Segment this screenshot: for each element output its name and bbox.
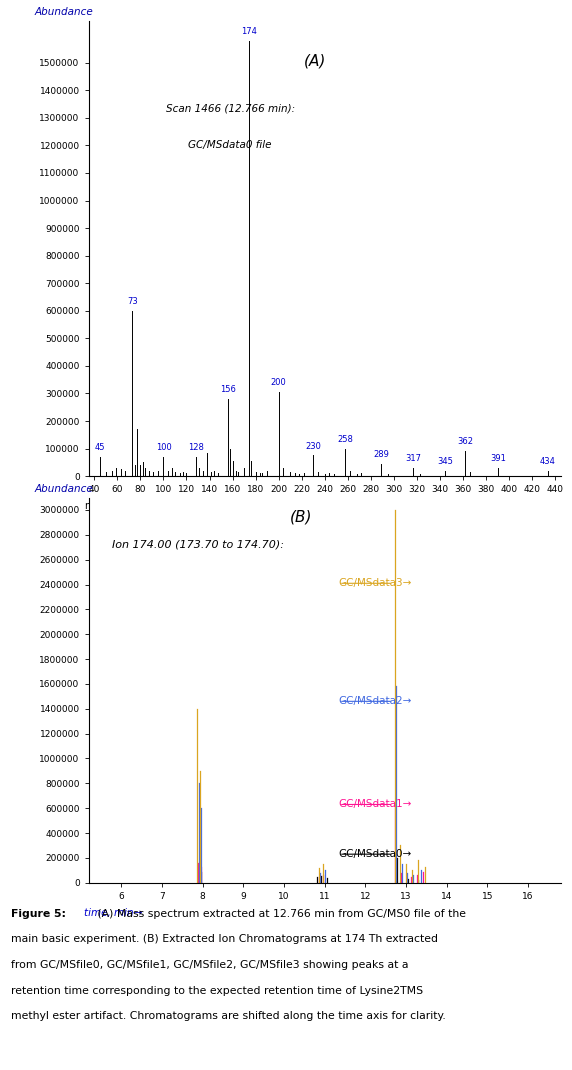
Text: GC/MSdata3→: GC/MSdata3→	[339, 578, 412, 589]
Text: 289: 289	[373, 449, 389, 459]
Text: GC/MSdata1→: GC/MSdata1→	[339, 799, 412, 810]
Text: 258: 258	[337, 434, 353, 444]
Text: 73: 73	[127, 296, 138, 306]
Text: Ion 174.00 (173.70 to 174.70):: Ion 174.00 (173.70 to 174.70):	[112, 540, 284, 550]
Text: Abundance: Abundance	[34, 6, 93, 17]
Text: 200: 200	[271, 378, 287, 387]
Text: 317: 317	[405, 454, 421, 463]
Text: m/z-->: m/z-->	[84, 501, 117, 511]
Text: 128: 128	[188, 443, 204, 452]
Text: GC/MSdata2→: GC/MSdata2→	[339, 697, 412, 706]
Text: time, min→: time, min→	[84, 907, 142, 918]
Text: retention time corresponding to the expected retention time of Lysine2TMS: retention time corresponding to the expe…	[11, 985, 423, 995]
Text: 345: 345	[438, 457, 454, 465]
Text: (A): (A)	[304, 54, 327, 68]
Text: 230: 230	[305, 442, 321, 450]
Text: 391: 391	[490, 454, 506, 463]
Text: (A) Mass spectrum extracted at 12.766 min from GC/MS0 file of the: (A) Mass spectrum extracted at 12.766 mi…	[94, 908, 466, 919]
Text: GC/MSdata0 file: GC/MSdata0 file	[189, 139, 272, 150]
Text: methyl ester artifact. Chromatograms are shifted along the time axis for clarity: methyl ester artifact. Chromatograms are…	[11, 1011, 446, 1021]
Text: Scan 1466 (12.766 min):: Scan 1466 (12.766 min):	[166, 104, 295, 113]
Text: GC/MSdata0→: GC/MSdata0→	[339, 850, 412, 859]
Text: Figure 5:: Figure 5:	[11, 908, 66, 919]
Text: 174: 174	[241, 27, 257, 35]
Text: 362: 362	[457, 438, 473, 446]
Text: 156: 156	[220, 385, 236, 394]
Text: from GC/MSfile0, GC/MSfile1, GC/MSfile2, GC/MSfile3 showing peaks at a: from GC/MSfile0, GC/MSfile1, GC/MSfile2,…	[11, 960, 409, 970]
Text: (B): (B)	[290, 509, 312, 524]
Text: Abundance: Abundance	[34, 484, 93, 493]
Text: 100: 100	[156, 443, 172, 452]
Text: main basic experiment. (B) Extracted Ion Chromatograms at 174 Th extracted: main basic experiment. (B) Extracted Ion…	[11, 934, 439, 945]
Text: 45: 45	[95, 443, 105, 452]
Text: 434: 434	[540, 457, 556, 467]
